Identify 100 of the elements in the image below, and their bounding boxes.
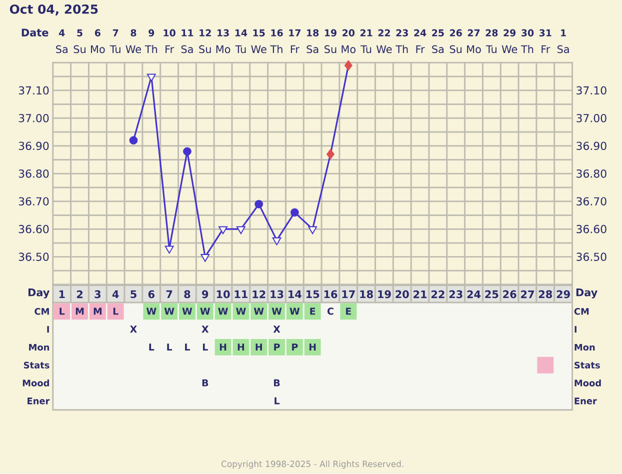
x-tick-label: 4 xyxy=(112,290,119,298)
text: W xyxy=(218,308,228,315)
x-tick-label: 16 xyxy=(324,290,338,298)
category-label: Mon xyxy=(574,344,595,351)
text: Mo xyxy=(216,46,230,54)
text: Mo xyxy=(467,46,481,54)
text: Su xyxy=(199,45,211,54)
x2-tick-label: 13 xyxy=(218,30,229,37)
text: L xyxy=(202,344,208,351)
x-tick-label: 10 xyxy=(216,290,230,298)
text: We xyxy=(376,46,392,54)
text: C xyxy=(327,308,334,315)
text: Th xyxy=(144,45,158,54)
text: Sa xyxy=(432,45,444,54)
point xyxy=(129,136,138,145)
text: H xyxy=(238,344,244,351)
point xyxy=(200,254,210,262)
x-tick-label: 12 xyxy=(252,290,266,298)
text: Sa xyxy=(306,45,318,54)
text: L xyxy=(274,398,280,404)
y-tick-label: 37.00 xyxy=(18,114,49,122)
x2-tick-label: 29 xyxy=(504,30,516,37)
y2-tick-label: 36.70 xyxy=(576,197,606,206)
x-tick-label: 21 xyxy=(414,290,427,298)
point xyxy=(183,147,192,156)
text: Tu xyxy=(235,46,246,54)
text: Mo xyxy=(342,46,356,54)
text: X xyxy=(130,326,137,333)
x2-tick-label: 16 xyxy=(271,30,283,37)
x-tick-label: 29 xyxy=(556,290,570,298)
category-label: Ener xyxy=(28,398,50,405)
category-label: Mood xyxy=(22,380,49,387)
x2-tick-label: 26 xyxy=(450,30,462,37)
x2-tick-label: 28 xyxy=(486,30,498,37)
x-tick-label: 13 xyxy=(270,290,284,298)
text: W xyxy=(182,308,192,315)
text: W xyxy=(272,308,282,315)
x2-tick-label: 30 xyxy=(522,30,534,37)
text: Th xyxy=(270,45,282,54)
x2-tick-label: 6 xyxy=(94,30,100,37)
text: We xyxy=(251,46,266,54)
x-tick-label: 3 xyxy=(94,290,100,298)
chart-title: Oct 04, 2025 xyxy=(10,4,98,16)
y-tick-label: 36.70 xyxy=(18,197,49,206)
text: Tu xyxy=(110,46,120,54)
text: W xyxy=(254,308,264,315)
text: X xyxy=(202,326,209,333)
point xyxy=(164,246,174,254)
text: Day xyxy=(576,288,598,299)
x-tick-label: 6 xyxy=(148,290,154,298)
point xyxy=(146,74,156,82)
x2-tick-label: 18 xyxy=(307,30,319,37)
category-label: Mon xyxy=(29,344,50,351)
point xyxy=(236,226,246,234)
point xyxy=(308,226,318,234)
text: B xyxy=(274,380,280,386)
x-tick-label: 1 xyxy=(59,290,65,298)
text: Th xyxy=(520,45,534,54)
text: Fr xyxy=(166,46,174,54)
text: W xyxy=(200,308,210,315)
text: H xyxy=(220,344,226,351)
text: H xyxy=(309,344,316,351)
x2-tick-label: 1 xyxy=(561,30,566,37)
x-tick-label: 2 xyxy=(76,290,82,298)
text: W xyxy=(236,308,246,315)
text: L xyxy=(60,308,65,315)
text: W xyxy=(164,308,174,315)
text: L xyxy=(167,344,172,351)
y-tick-label: 36.60 xyxy=(18,225,49,234)
x2-tick-label: 7 xyxy=(112,30,118,37)
text: Tu xyxy=(360,46,372,54)
category-label: Stats xyxy=(574,362,600,369)
x-tick-label: 23 xyxy=(449,290,462,298)
y-tick-label: 36.80 xyxy=(18,170,49,178)
text: H xyxy=(256,344,262,351)
text: P xyxy=(292,344,298,351)
y2-tick-label: 36.90 xyxy=(576,142,606,150)
text: L xyxy=(149,344,154,351)
x-tick-label: 18 xyxy=(360,290,373,298)
text: M xyxy=(76,308,84,315)
category-label: CM xyxy=(34,308,49,315)
x-tick-label: 7 xyxy=(166,290,172,298)
text: M xyxy=(94,308,102,315)
x2-tick-label: 15 xyxy=(253,30,265,37)
point xyxy=(254,200,264,208)
category-label: Ener xyxy=(574,398,597,405)
text: L xyxy=(113,308,118,315)
text: Su xyxy=(450,45,462,54)
x2-tick-label: 31 xyxy=(539,30,552,37)
x2-axis-title: Date xyxy=(22,28,48,37)
x-tick-label: 15 xyxy=(306,290,320,298)
text: Fr xyxy=(416,46,425,54)
x-tick-label: 27 xyxy=(521,290,534,298)
y2-tick-label: 37.10 xyxy=(576,86,606,95)
x-tick-label: 9 xyxy=(202,290,208,298)
text: Su xyxy=(324,45,336,54)
x-tick-label: 22 xyxy=(431,290,444,298)
x2-tick-label: 27 xyxy=(468,30,480,37)
text: E xyxy=(310,308,316,315)
text: B xyxy=(202,380,208,386)
